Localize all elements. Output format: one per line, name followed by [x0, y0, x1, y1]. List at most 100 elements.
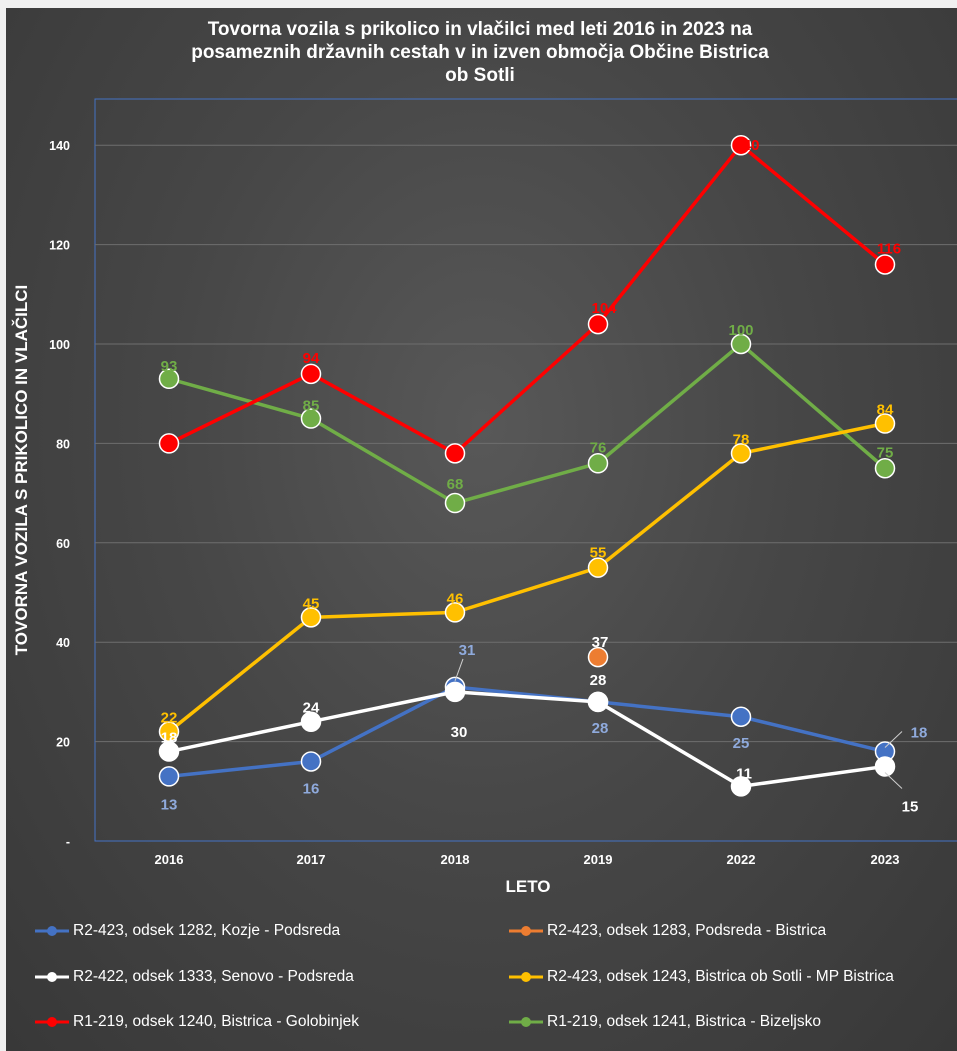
x-tick-label: 2023 — [871, 852, 900, 867]
x-tick-label: 2022 — [727, 852, 756, 867]
legend-swatch — [35, 972, 69, 982]
plot-area — [94, 98, 957, 842]
x-tick-label: 2017 — [297, 852, 326, 867]
data-label: 25 — [733, 735, 750, 752]
data-label: 68 — [447, 476, 464, 493]
legend-marker — [47, 926, 57, 936]
data-point — [158, 741, 180, 762]
legend-marker — [521, 1017, 531, 1027]
legend-label: R1-219, odsek 1240, Bistrica - Golobinje… — [73, 1013, 360, 1030]
data-point — [158, 721, 180, 742]
legend-label: R2-423, odsek 1283, Podsreda - Bistrica — [547, 922, 827, 939]
series-group — [158, 413, 896, 742]
data-label: 22 — [161, 710, 178, 727]
data-point — [158, 766, 180, 787]
legend-swatch — [509, 1017, 543, 1027]
data-label: 15 — [902, 798, 919, 815]
data-point — [730, 706, 752, 727]
data-label: 80 — [161, 435, 178, 452]
legend-swatch — [35, 1017, 69, 1027]
data-point — [444, 492, 466, 514]
series-group — [158, 134, 896, 464]
data-point — [444, 681, 466, 703]
legend-label: R2-422, odsek 1333, Senovo - Podsreda — [73, 968, 354, 985]
data-label: 116 — [877, 240, 901, 257]
leader-line — [454, 658, 464, 682]
data-label: 78 — [733, 431, 750, 448]
data-point — [300, 363, 322, 385]
legend-marker — [47, 1017, 57, 1027]
data-label: 140 — [734, 137, 759, 154]
data-point — [874, 458, 896, 479]
series-line — [168, 685, 886, 779]
y-tick-label: 40 — [56, 636, 70, 650]
legend-swatch — [509, 926, 543, 936]
data-point — [587, 557, 609, 578]
x-axis-title: LETO — [505, 877, 550, 896]
series-line — [168, 690, 886, 789]
data-label: 45 — [303, 595, 320, 612]
chart-title-line-3: ob Sotli — [445, 65, 515, 86]
data-point — [874, 756, 896, 777]
data-point — [874, 413, 896, 434]
y-tick-label: - — [66, 835, 70, 849]
data-point — [730, 776, 752, 797]
legend-item: R1-219, odsek 1241, Bistrica - Bizeljsko — [507, 1011, 821, 1033]
legend-swatch — [509, 972, 543, 982]
series-line — [167, 421, 886, 734]
legend-marker — [47, 972, 57, 982]
data-label: 85 — [303, 398, 320, 415]
legend-item: R2-423, odsek 1282, Kozje - Podsreda — [33, 920, 340, 942]
data-label: 18 — [161, 730, 178, 747]
data-point — [730, 333, 752, 355]
data-label: 94 — [303, 350, 320, 367]
data-label: 100 — [728, 322, 753, 339]
x-tick-label: 2019 — [584, 852, 613, 867]
data-point — [730, 134, 752, 156]
chart-title-line-1: Tovorna vozila s prikolico in vlačilci m… — [207, 19, 753, 40]
data-label: 55 — [590, 545, 607, 562]
data-label: 13 — [161, 796, 178, 813]
data-point — [587, 646, 609, 668]
legend-label: R2-423, odsek 1243, Bistrica ob Sotli - … — [547, 968, 894, 985]
legend-label: R1-219, odsek 1241, Bistrica - Bizeljsko — [547, 1013, 821, 1030]
data-point — [300, 711, 322, 732]
data-point — [874, 254, 896, 275]
data-point — [300, 607, 322, 628]
data-label: 24 — [303, 700, 320, 717]
data-label: 37 — [592, 634, 609, 651]
leader-line — [884, 731, 903, 748]
legend-swatch — [35, 926, 69, 936]
data-point — [444, 443, 466, 464]
data-point — [587, 691, 609, 713]
data-point — [587, 453, 609, 474]
y-tick-label: 120 — [49, 239, 70, 253]
y-tick-label: 100 — [49, 338, 70, 352]
legend-marker — [521, 972, 531, 982]
data-label: 93 — [161, 358, 178, 375]
data-label: 76 — [590, 439, 607, 456]
legend-item: R2-423, odsek 1243, Bistrica ob Sotli - … — [507, 966, 894, 988]
data-label: 18 — [911, 725, 928, 742]
data-point — [300, 408, 322, 429]
y-tick-label: 60 — [56, 537, 70, 551]
legend-marker — [521, 926, 531, 936]
data-point — [444, 602, 466, 623]
series-line — [168, 342, 887, 505]
data-label: 28 — [590, 672, 607, 689]
y-tick-label: 80 — [56, 437, 70, 451]
data-label: 78 — [447, 445, 464, 462]
data-label: 16 — [303, 780, 320, 797]
chart-title-line-2: posameznih državnih cestah v in izven ob… — [191, 42, 769, 63]
chart-title: Tovorna vozila s prikolico in vlačilci m… — [40, 18, 920, 87]
data-point — [587, 313, 609, 335]
x-tick-label: 2016 — [155, 852, 184, 867]
leader-line — [884, 772, 903, 789]
data-label: 11 — [736, 765, 752, 782]
legend-item: R2-423, odsek 1283, Podsreda - Bistrica — [507, 920, 826, 942]
y-axis-title: TOVORNA VOZILA S PRIKOLICO IN VLAČILCI — [12, 285, 31, 656]
chart-frame — [6, 8, 957, 1051]
series-line — [168, 143, 887, 456]
data-label: 31 — [459, 642, 476, 659]
